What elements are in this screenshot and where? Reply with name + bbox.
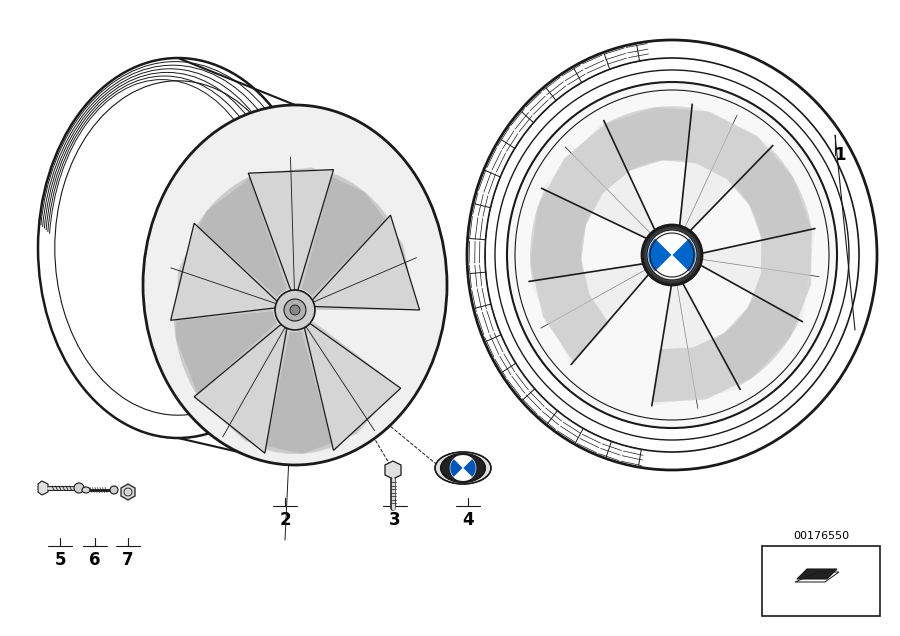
- Polygon shape: [196, 176, 287, 297]
- Wedge shape: [655, 255, 689, 279]
- Text: 00176550: 00176550: [793, 531, 849, 541]
- Bar: [762, 546, 880, 616]
- Text: 1: 1: [834, 146, 846, 164]
- Ellipse shape: [290, 305, 300, 315]
- Ellipse shape: [110, 486, 118, 494]
- Text: 3: 3: [389, 511, 400, 529]
- Wedge shape: [454, 468, 473, 481]
- Polygon shape: [176, 167, 417, 453]
- Polygon shape: [248, 170, 334, 291]
- Ellipse shape: [284, 299, 306, 321]
- Polygon shape: [171, 223, 277, 321]
- Polygon shape: [385, 461, 401, 479]
- Ellipse shape: [82, 487, 90, 493]
- Wedge shape: [463, 459, 476, 477]
- Wedge shape: [655, 231, 689, 255]
- Polygon shape: [266, 331, 333, 454]
- Polygon shape: [312, 215, 419, 310]
- Ellipse shape: [507, 82, 837, 428]
- Ellipse shape: [435, 452, 491, 484]
- Ellipse shape: [642, 225, 702, 285]
- Polygon shape: [529, 263, 654, 364]
- Polygon shape: [530, 107, 812, 403]
- Polygon shape: [606, 106, 692, 171]
- Text: 4: 4: [463, 511, 473, 529]
- Polygon shape: [715, 297, 799, 386]
- Ellipse shape: [143, 105, 447, 465]
- Text: 7: 7: [122, 551, 134, 569]
- Wedge shape: [450, 459, 463, 477]
- Polygon shape: [652, 276, 740, 406]
- Wedge shape: [648, 238, 672, 272]
- Ellipse shape: [441, 454, 485, 482]
- Ellipse shape: [467, 40, 877, 470]
- Ellipse shape: [275, 290, 315, 330]
- Wedge shape: [672, 238, 696, 272]
- Ellipse shape: [646, 229, 698, 281]
- Text: 2: 2: [279, 511, 291, 529]
- Polygon shape: [693, 228, 815, 322]
- Polygon shape: [121, 484, 135, 500]
- Ellipse shape: [74, 483, 84, 493]
- Polygon shape: [304, 323, 400, 450]
- Text: 5: 5: [54, 551, 66, 569]
- Polygon shape: [38, 481, 48, 495]
- Polygon shape: [797, 569, 837, 579]
- Polygon shape: [735, 148, 812, 238]
- Polygon shape: [530, 190, 590, 281]
- Polygon shape: [194, 324, 287, 453]
- Ellipse shape: [467, 40, 877, 470]
- Polygon shape: [542, 121, 659, 242]
- Wedge shape: [454, 455, 473, 468]
- Text: 6: 6: [89, 551, 101, 569]
- Polygon shape: [302, 173, 388, 296]
- Polygon shape: [174, 312, 277, 395]
- Polygon shape: [679, 104, 773, 237]
